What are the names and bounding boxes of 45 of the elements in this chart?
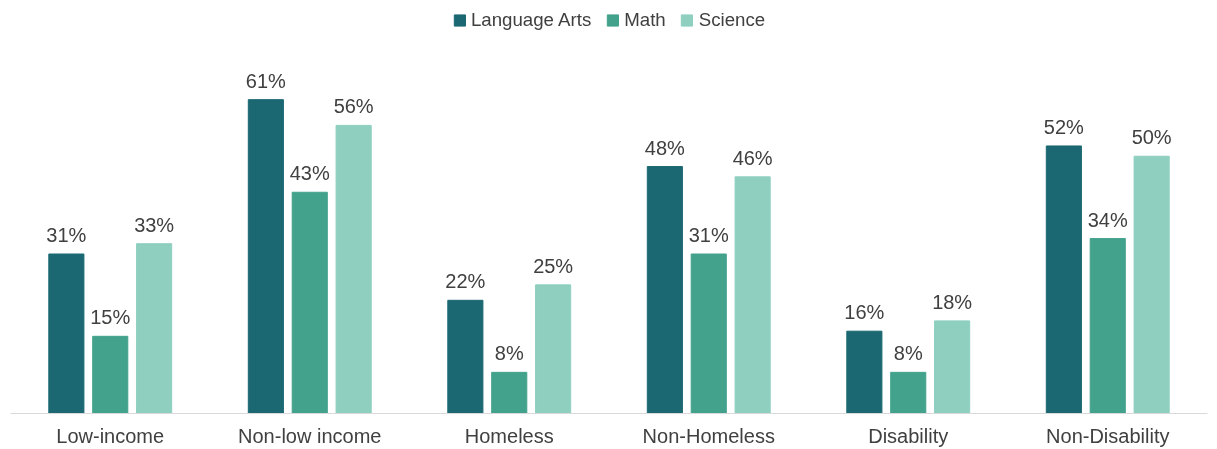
x-tick-label: Non-low income	[238, 424, 382, 447]
data-label: 25%	[533, 254, 574, 277]
data-label: 48%	[644, 136, 686, 159]
data-label: 50%	[1131, 126, 1172, 149]
data-label: 31%	[46, 224, 87, 246]
x-tick-label: Low-income	[56, 424, 165, 447]
data-label: 8%	[893, 342, 923, 365]
x-tick-label: Homeless	[464, 424, 554, 447]
data-label: 16%	[844, 301, 885, 324]
legend-label: Math	[624, 9, 666, 31]
bar	[1045, 145, 1082, 414]
data-label: 18%	[932, 290, 973, 313]
data-label: 15%	[90, 306, 131, 329]
data-label: 61%	[245, 69, 287, 92]
bar	[734, 176, 771, 414]
x-tick-label: Non-Homeless	[642, 424, 775, 447]
bar	[92, 335, 129, 414]
bar	[136, 243, 173, 414]
bar	[535, 284, 572, 414]
bar	[1133, 155, 1170, 414]
bar	[291, 191, 328, 414]
bar	[690, 253, 727, 414]
bar	[934, 320, 971, 414]
data-label: 56%	[333, 95, 374, 118]
x-tick-label: Disability	[868, 424, 949, 447]
bar	[491, 371, 528, 414]
data-label: 52%	[1043, 115, 1085, 138]
data-label: 34%	[1087, 208, 1128, 231]
bar	[247, 99, 284, 414]
legend-label: Language Arts	[470, 9, 592, 31]
bar	[48, 253, 85, 414]
data-label: 31%	[688, 224, 729, 246]
data-label: 8%	[494, 342, 524, 365]
bar	[890, 371, 927, 414]
x-tick-label: Non-Disability	[1046, 424, 1170, 447]
bar	[1089, 238, 1126, 414]
bar	[335, 124, 372, 414]
bar	[646, 166, 683, 414]
bar	[846, 330, 883, 414]
data-label: 22%	[445, 270, 486, 293]
data-label: 46%	[732, 146, 773, 169]
bar	[447, 299, 484, 414]
data-label: 43%	[289, 162, 330, 185]
data-label: 33%	[134, 213, 175, 236]
legend-label: Science	[698, 9, 766, 31]
